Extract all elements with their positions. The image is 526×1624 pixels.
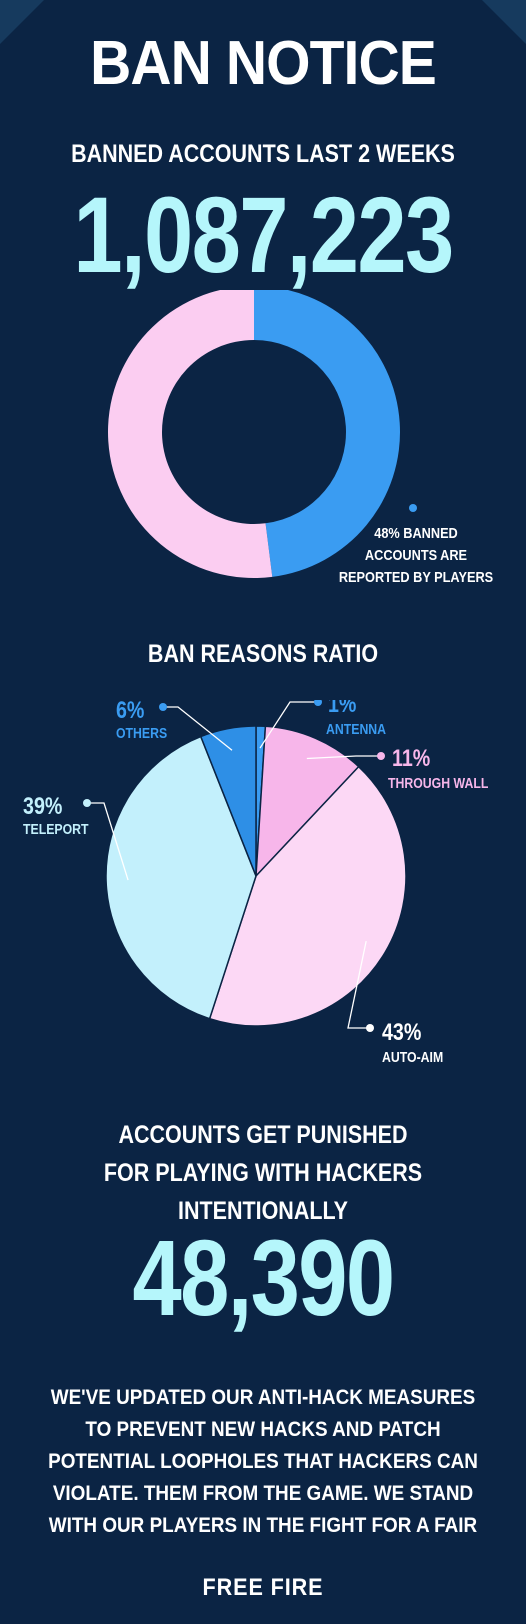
annotation-marker [409,504,417,512]
reported-donut-chart: 48% BANNED ACCOUNTS ARE REPORTED BY PLAYER… [108,290,493,585]
pie-category-label: AUTO-AIM [382,1049,443,1065]
pie-percent-label: 43% [382,1018,421,1045]
pie-slice-through-wall [255,725,360,879]
corner-decoration-left [0,0,44,44]
pie-percent-label: 39% [23,792,62,819]
pie-leader-line [347,941,370,1029]
donut-slice-1 [108,290,273,578]
pie-label-marker [314,700,322,706]
pie-leader-line [163,706,233,751]
ban-reasons-pie-chart: 1% ANTENNA 11% THROUGH WALL 43% AUTO-AIM 39% TE… [23,700,488,1065]
pie-label-marker [83,799,91,807]
punished-label-line-2: FOR PLAYING WITH HACKERS INTENTIONALLY [103,1159,423,1225]
statement-line: POTENTIAL LOOPHOLES THAT HACKERS CAN [48,1450,478,1473]
corner-decoration-right [482,0,526,44]
pie-percent-label: 11% [392,744,430,771]
pie-label-marker [366,1024,374,1032]
pie-leader-line [306,755,381,760]
punished-label: ACCOUNTS GET PUNISHED FOR PLAYING WITH H… [37,1116,489,1230]
pie-leader-line [259,701,318,749]
pie-percent-label: 6% [116,700,144,723]
punished-label-line-1: ACCOUNTS GET PUNISHED [118,1121,408,1149]
banned-accounts-label: BANNED ACCOUNTS LAST 2 WEEKS [71,140,455,168]
pie-percent-label: 1% [328,700,356,717]
anti-hack-statement: WE'VE UPDATED OUR ANTI-HACK MEASURES TO … [26,1382,499,1542]
statement-line: WITH OUR PLAYERS IN THE FIGHT FOR A FAIR [48,1514,478,1537]
pie-leader-line [87,802,129,881]
pie-category-label: OTHERS [116,725,167,741]
donut-slice-0 [254,290,400,577]
pie-label-marker [377,752,385,760]
pie-category-label: THROUGH WALL [388,775,488,791]
ban-reasons-title: BAN REASONS RATIO [147,640,379,668]
pie-category-label: ANTENNA [326,721,386,737]
statement-line: WE'VE UPDATED OUR ANTI-HACK MEASURES [50,1386,476,1409]
pie-category-label: TELEPORT [23,821,89,837]
donut-annotation-line: ACCOUNTS ARE [365,546,467,563]
free-fire-logo: FREE FIRE [202,1574,324,1601]
pie-label-marker [159,703,167,711]
pie-slice-teleport [105,735,257,1020]
punished-count: 48,390 [132,1217,395,1338]
statement-line: TO PREVENT NEW HACKS AND PATCH [85,1418,441,1441]
statement-line: VIOLATE. THEM FROM THE GAME. WE STAND [52,1482,474,1505]
page-title: BAN NOTICE [90,29,437,98]
pie-slice-auto-aim [208,765,407,1027]
banned-accounts-count: 1,087,223 [73,174,454,295]
pie-slice-others [199,725,257,877]
donut-annotation-line: 48% BANNED [374,524,458,541]
donut-annotation-line: REPORTED BY PLAYERS [339,568,493,585]
